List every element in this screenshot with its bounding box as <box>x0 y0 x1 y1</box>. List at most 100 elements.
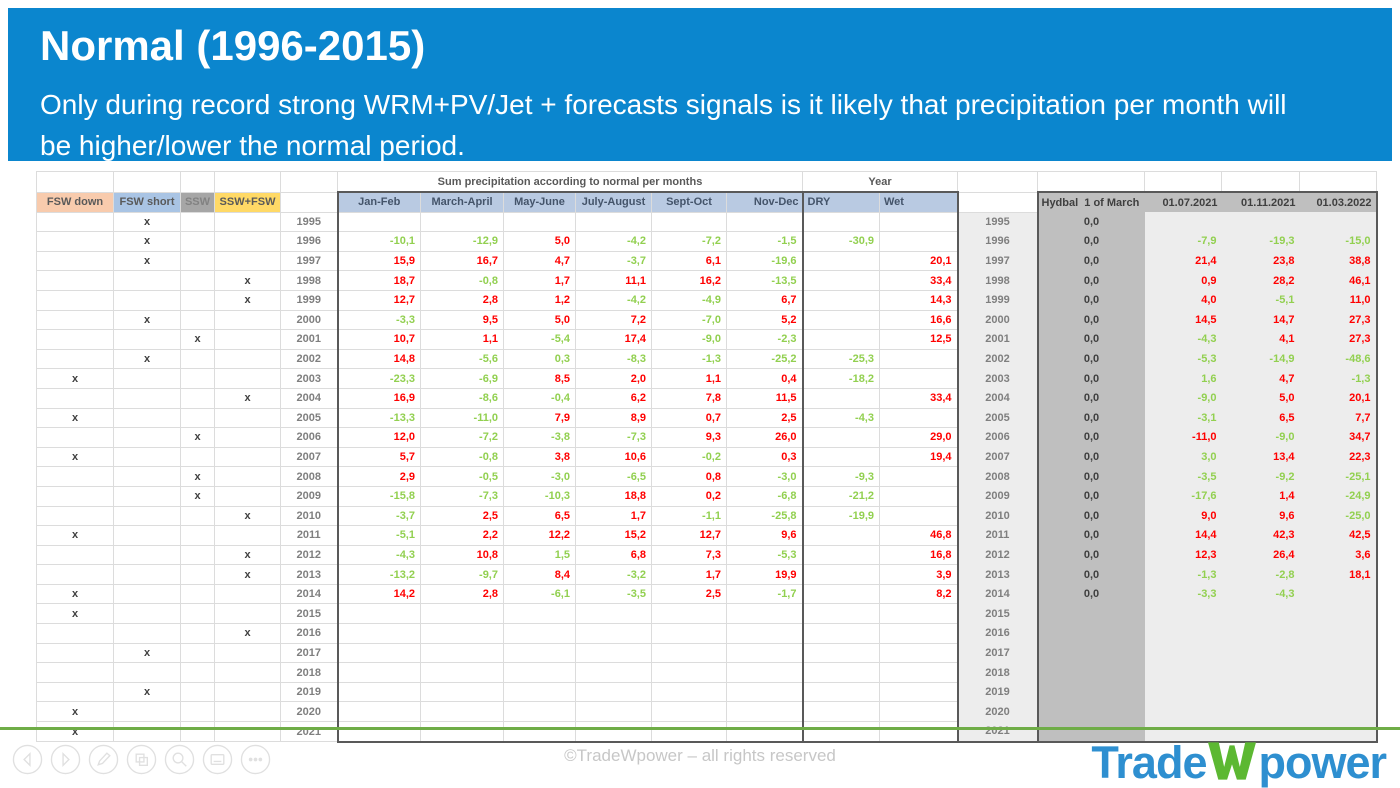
table-cell: -3,5 <box>575 583 652 605</box>
signal-mark-cell <box>36 485 114 507</box>
signal-mark-cell <box>36 564 114 585</box>
table-cell: 1,7 <box>651 564 727 585</box>
captions-icon[interactable] <box>202 744 233 775</box>
year-right-cell: 2015 <box>957 603 1038 624</box>
signal-mark-cell: x <box>180 427 215 448</box>
table-cell <box>1299 584 1378 604</box>
table-cell <box>1144 212 1222 232</box>
table-row: x 2007 5,7 -0,8 3,8 10,6 -0,2 0,3 19,4 2007 0,0 3,0… <box>36 446 1378 468</box>
table-cell: -3,3 <box>336 309 421 331</box>
table-row: x 2020 2020 <box>36 701 1378 723</box>
table-cell: 14,8 <box>336 348 421 370</box>
wet-cell <box>879 642 959 664</box>
previous-slide-icon[interactable] <box>12 744 43 775</box>
table-cell <box>503 681 576 703</box>
next-slide-icon[interactable] <box>50 744 81 775</box>
signal-mark-cell <box>36 681 114 703</box>
table-cell: 3,6 <box>1299 545 1378 565</box>
dry-cell: -21,2 <box>801 485 880 507</box>
signal-mark-cell <box>113 270 181 291</box>
year-left-cell: 1999 <box>280 289 338 311</box>
table-row: x 2021 2021 <box>36 721 1378 743</box>
signal-mark-cell <box>113 583 181 605</box>
dry-cell <box>801 329 880 350</box>
hydbal-cell: 0,0 <box>1036 270 1145 291</box>
year-left-cell: 2003 <box>280 368 338 389</box>
table-cell <box>36 171 114 193</box>
signal-mark-cell: x <box>214 289 281 311</box>
table-cell: 18,8 <box>575 485 652 507</box>
signal-mark-cell <box>36 466 114 487</box>
hydbal-cell: 0,0 <box>1036 525 1145 546</box>
signal-mark-cell: x <box>180 329 215 350</box>
copyright-text: ©TradeWpower – all rights reserved <box>564 746 836 765</box>
zoom-icon[interactable] <box>164 744 195 775</box>
table-cell: -23,3 <box>336 368 421 389</box>
signal-mark-cell <box>113 544 181 566</box>
table-cell: -25,0 <box>1299 506 1378 526</box>
year-right-cell: 2010 <box>957 506 1038 526</box>
table-cell: -7,3 <box>575 427 652 448</box>
year-right-cell: 2000 <box>957 310 1038 330</box>
signal-mark-cell <box>36 623 114 644</box>
table-cell: 0,8 <box>651 466 727 487</box>
year-right-cell: 2001 <box>957 329 1038 350</box>
see-all-slides-icon[interactable] <box>126 744 157 775</box>
table-cell <box>1299 662 1378 683</box>
precip-table: Sum precipitation according to normal pe… <box>36 171 1378 743</box>
table-cell: 3,0 <box>1144 447 1222 467</box>
table-cell: -1,1 <box>651 505 727 527</box>
table-cell: -0,5 <box>420 466 504 487</box>
year-left-cell: 1997 <box>280 250 338 272</box>
table-cell: 7,9 <box>503 407 576 429</box>
signal-mark-cell: x <box>214 270 281 291</box>
signal-mark-cell: x <box>113 309 181 331</box>
signal-mark-cell <box>214 348 281 370</box>
table-cell <box>503 662 576 683</box>
table-cell <box>1221 171 1300 193</box>
table-cell <box>726 681 803 703</box>
date-header: 01.11.2021 <box>1221 190 1300 213</box>
table-cell <box>336 642 421 664</box>
wet-cell <box>879 466 959 487</box>
more-options-icon[interactable] <box>240 744 271 775</box>
table-cell: 9,3 <box>651 427 727 448</box>
table-cell <box>575 721 652 743</box>
signal-mark-cell <box>113 368 181 389</box>
dry-cell <box>801 642 880 664</box>
wet-cell: 16,6 <box>879 309 959 331</box>
hydbal-cell: 0,0 <box>1036 564 1145 585</box>
wet-cell <box>879 701 959 723</box>
table-cell: 1,1 <box>420 329 504 350</box>
year-right-cell: 2014 <box>957 584 1038 604</box>
table-cell: -7,0 <box>651 309 727 331</box>
table-cell <box>575 603 652 625</box>
table-cell <box>420 603 504 625</box>
signal-mark-cell: x <box>113 231 181 252</box>
pen-icon[interactable] <box>88 744 119 775</box>
signal-mark-cell <box>214 466 281 487</box>
signal-header-ssw: SSW <box>180 191 215 213</box>
table-cell <box>726 211 803 233</box>
wet-cell: 3,9 <box>879 564 959 585</box>
table-cell <box>726 721 803 743</box>
year-left-cell: 2012 <box>280 544 338 566</box>
table-cell: 1,7 <box>575 505 652 527</box>
table-cell: 23,8 <box>1221 251 1300 271</box>
table-row: x 1998 18,7 -0,8 1,7 11,1 16,2 -13,5 33,4 1998 0,0… <box>36 270 1378 291</box>
table-cell: -15,8 <box>336 485 421 507</box>
table-cell <box>420 642 504 664</box>
year-right-cell: 2002 <box>957 349 1038 369</box>
year-right-cell: 2021 <box>957 721 1038 743</box>
signal-mark-cell <box>36 387 114 409</box>
table-cell: 12,2 <box>503 525 576 546</box>
hydbal-cell: 0,0 <box>1036 368 1145 389</box>
signal-mark-cell <box>36 427 114 448</box>
table-cell <box>1221 212 1300 232</box>
table-cell: -4,3 <box>336 544 421 566</box>
table-cell <box>575 662 652 683</box>
table-cell: 2,9 <box>336 466 421 487</box>
dry-cell <box>801 701 880 723</box>
table-cell: -0,2 <box>651 446 727 468</box>
hydbal-cell <box>1036 603 1145 624</box>
